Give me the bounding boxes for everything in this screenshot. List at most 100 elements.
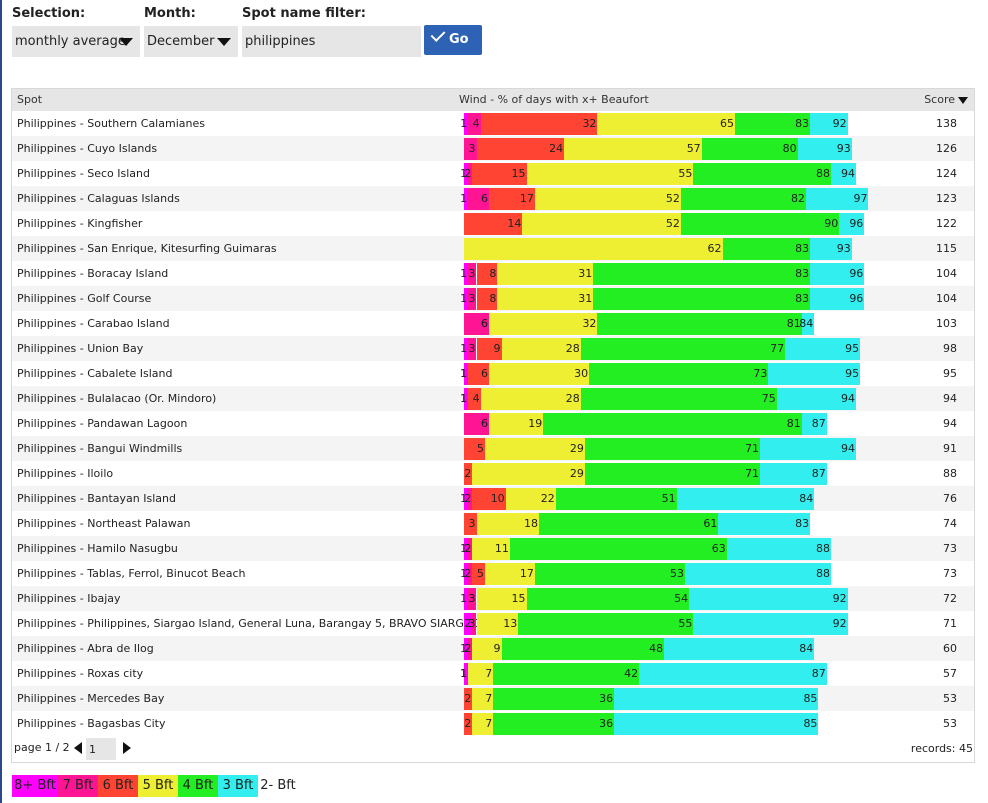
bft3-seg xyxy=(801,313,815,335)
selection-dropdown[interactable]: monthly average xyxy=(12,26,140,57)
cumulative-percent-label: 81 xyxy=(786,317,801,330)
month-dropdown[interactable]: December xyxy=(144,26,238,57)
bft6-seg xyxy=(476,288,498,310)
table-row[interactable]: Philippines - Mercedes Bay 2 7 36 85 53 xyxy=(12,686,974,711)
bft8-seg xyxy=(464,663,469,685)
bft4-seg xyxy=(584,438,761,460)
table-row[interactable]: Philippines - Tablas, Ferrol, Binucot Be… xyxy=(12,561,974,586)
table-row[interactable]: Philippines - Seco Island 1 2 15 55 88 94 124 xyxy=(12,161,974,186)
bft8-seg xyxy=(464,538,469,560)
wind-bar: 5 29 71 94 xyxy=(454,438,894,460)
bft3-seg xyxy=(718,513,811,535)
table-row[interactable]: Philippines - Pandawan Lagoon 6 6 19 81 87 94 xyxy=(12,411,974,436)
spot-name: Philippines - Iloilo xyxy=(17,467,114,480)
bft5-seg xyxy=(497,263,594,285)
wind-bar: 1 3 9 28 77 95 xyxy=(454,338,894,360)
col-score-header[interactable]: Score xyxy=(924,89,968,111)
cumulative-percent-label: 31 xyxy=(578,292,593,305)
table-row[interactable]: Philippines - Iloilo 2 29 71 87 88 xyxy=(12,461,974,486)
bft4-seg xyxy=(580,338,786,360)
go-button[interactable]: Go xyxy=(424,25,482,55)
spot-name: Philippines - Mercedes Bay xyxy=(17,692,165,705)
prev-page-icon[interactable] xyxy=(74,742,82,754)
pager: page 1 / 2 1 records: 45 xyxy=(12,734,974,762)
bft5-seg xyxy=(484,438,585,460)
cumulative-percent-label: 82 xyxy=(790,192,805,205)
bft5-seg xyxy=(476,613,519,635)
score-value: 60 xyxy=(943,642,957,655)
table-row[interactable]: Philippines - Northeast Palawan 3 18 61 83 74 xyxy=(12,511,974,536)
table-row[interactable]: Philippines - Bulalacao (Or. Mindoro) 1 1 4… xyxy=(12,386,974,411)
spot-name: Philippines - Cuyo Islands xyxy=(17,142,158,155)
wind-bar: 1 2 2 11 63 88 xyxy=(454,538,894,560)
table-row[interactable]: Philippines - Calaguas Islands 1 6 17 52 82 97… xyxy=(12,186,974,211)
table-row[interactable]: Philippines - Bantayan Island 1 2 10 22 51 84 7… xyxy=(12,486,974,511)
cumulative-percent-label: 1 xyxy=(460,392,468,405)
cumulative-percent-label: 17 xyxy=(519,192,534,205)
bft3-seg xyxy=(768,363,861,385)
table-row[interactable]: Philippines - Ibajay 1 3 3 15 54 92 72 xyxy=(12,586,974,611)
spot-name: Philippines - Boracay Island xyxy=(17,267,169,280)
table-row[interactable]: Philippines - Roxas city 1 1 1 7 42 87 57 xyxy=(12,661,974,686)
bft4-seg xyxy=(526,588,690,610)
table-row[interactable]: Philippines - San Enrique, Kitesurfing G… xyxy=(12,236,974,261)
table-row[interactable]: Philippines - Bangui Windmills 5 29 71 94 91 xyxy=(12,436,974,461)
table-row[interactable]: Philippines - Hamilo Nasugbu 1 2 2 11 63 88 73 xyxy=(12,536,974,561)
cumulative-percent-label: 85 xyxy=(803,717,818,730)
spot-filter-input[interactable]: philippines xyxy=(242,26,421,57)
bft4-seg xyxy=(589,363,769,385)
cumulative-percent-label: 2 xyxy=(464,542,472,555)
cumulative-percent-label: 32 xyxy=(582,317,597,330)
cumulative-percent-label: 96 xyxy=(849,267,864,280)
page-input[interactable]: 1 xyxy=(86,738,116,760)
next-page-icon[interactable] xyxy=(123,742,131,754)
month-value: December xyxy=(147,34,215,49)
bft8-seg xyxy=(464,563,469,585)
bft5-seg xyxy=(597,113,736,135)
cumulative-percent-label: 3 xyxy=(468,592,476,605)
cumulative-percent-label: 5 xyxy=(476,442,484,455)
spot-name: Philippines - Northeast Palawan xyxy=(17,517,191,530)
cumulative-percent-label: 14 xyxy=(507,217,522,230)
bft3-seg xyxy=(776,388,856,410)
table-row[interactable]: Philippines - Carabao Island 6 6 32 81 84 103 xyxy=(12,311,974,336)
score-value: 123 xyxy=(936,192,957,205)
cumulative-percent-label: 2 xyxy=(464,167,472,180)
wind-bar: 1 1 1 7 42 87 xyxy=(454,663,894,685)
cumulative-percent-label: 1 xyxy=(460,167,468,180)
bft3-seg xyxy=(685,563,831,585)
table-row[interactable]: Philippines - Kingfisher 14 52 90 96 122 xyxy=(12,211,974,236)
table-row[interactable]: Philippines - Southern Calamianes 1 4 32 65 8… xyxy=(12,111,974,136)
cumulative-percent-label: 87 xyxy=(811,417,826,430)
cumulative-percent-label: 83 xyxy=(795,292,810,305)
spot-name: Philippines - Ibajay xyxy=(17,592,121,605)
bft5-seg xyxy=(501,338,581,360)
table-row[interactable]: Philippines - Cuyo Islands 3 24 57 80 93 126 xyxy=(12,136,974,161)
table-header: Spot Wind - % of days with x+ Beaufort S… xyxy=(12,89,974,111)
table-row[interactable]: Philippines - Abra de Ilog 1 2 2 9 48 84 60 xyxy=(12,636,974,661)
spot-name: Philippines - Abra de Ilog xyxy=(17,642,154,655)
cumulative-percent-label: 53 xyxy=(670,567,684,580)
table-row[interactable]: Philippines - Philippines, Siargao Islan… xyxy=(12,611,974,636)
bft3-seg xyxy=(676,488,815,510)
cumulative-percent-label: 6 xyxy=(481,367,489,380)
wind-bar: 2 7 36 85 xyxy=(454,688,894,710)
cumulative-percent-label: 15 xyxy=(511,167,526,180)
table-row[interactable]: Philippines - Boracay Island 1 3 8 31 83 96 104 xyxy=(12,261,974,286)
bft5-seg xyxy=(464,238,723,260)
cumulative-percent-label: 2 xyxy=(464,692,472,705)
spot-name: Philippines - Carabao Island xyxy=(17,317,170,330)
table-row[interactable]: Philippines - Golf Course 1 3 8 31 83 96 104 xyxy=(12,286,974,311)
table-row[interactable]: Philippines - Bagasbas City 2 7 36 85 53 xyxy=(12,711,974,736)
cumulative-percent-label: 83 xyxy=(795,117,810,130)
cumulative-percent-label: 10 xyxy=(490,492,505,505)
table-row[interactable]: Philippines - Union Bay 1 3 9 28 77 95 98 xyxy=(12,336,974,361)
cumulative-percent-label: 62 xyxy=(707,242,722,255)
table-row[interactable]: Philippines - Cabalete Island 1 1 6 30 73 95 95 xyxy=(12,361,974,386)
cumulative-percent-label: 8 xyxy=(489,267,497,280)
wind-bar: 3 24 57 80 93 xyxy=(454,138,894,160)
bft3-seg xyxy=(810,288,865,310)
bft4-seg xyxy=(701,138,798,160)
spot-name: Philippines - Bulalacao (Or. Mindoro) xyxy=(17,392,217,405)
spot-name: Philippines - Southern Calamianes xyxy=(17,117,205,130)
